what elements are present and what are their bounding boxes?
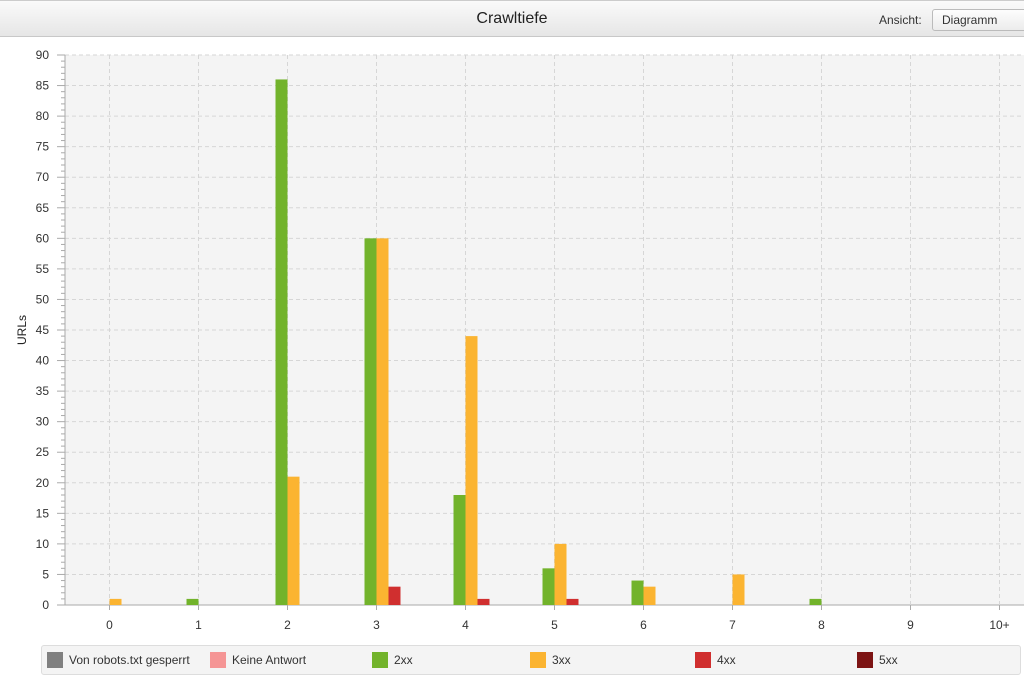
x-tick-label: 4: [462, 618, 469, 632]
bar-3xx-3: [376, 238, 389, 606]
y-tick-label: 90: [36, 48, 50, 62]
y-tick-label: 45: [36, 323, 50, 337]
x-tick-label: 7: [729, 618, 736, 632]
legend-swatch: [47, 652, 63, 668]
y-tick-label: 70: [36, 170, 50, 184]
y-tick-label: 10: [36, 537, 50, 551]
legend-label: Keine Antwort: [232, 653, 307, 667]
bar-3xx-2: [287, 476, 300, 605]
crawl-depth-chart: 051015202530354045505560657075808590URLs…: [15, 48, 1024, 632]
chart-title: Crawltiefe: [476, 10, 548, 27]
y-tick-label: 55: [36, 262, 50, 276]
legend-label: 3xx: [552, 653, 571, 667]
bar-2xx-8: [809, 598, 822, 605]
y-tick-label: 0: [42, 598, 49, 612]
legend-item[interactable]: 3xx: [530, 652, 571, 668]
legend-item[interactable]: 2xx: [372, 652, 413, 668]
legend-label: 4xx: [717, 653, 736, 667]
bar-4xx-5: [566, 598, 579, 605]
x-tick-label: 5: [551, 618, 558, 632]
y-tick-label: 5: [42, 567, 49, 581]
view-label: Ansicht:: [879, 13, 922, 27]
legend-swatch: [695, 652, 711, 668]
x-tick-label: 8: [818, 618, 825, 632]
legend-item[interactable]: Von robots.txt gesperrt: [47, 652, 190, 668]
x-tick-label: 1: [195, 618, 202, 632]
y-tick-label: 40: [36, 354, 50, 368]
y-tick-label: 25: [36, 445, 50, 459]
x-tick-label: 6: [640, 618, 647, 632]
y-tick-label: 15: [36, 506, 50, 520]
bar-4xx-4: [477, 598, 490, 605]
y-tick-label: 75: [36, 140, 50, 154]
y-tick-label: 50: [36, 292, 50, 306]
bar-3xx-5: [554, 543, 567, 605]
legend-item[interactable]: 5xx: [857, 652, 898, 668]
y-tick-label: 35: [36, 384, 50, 398]
bar-4xx-3: [388, 586, 401, 605]
bar-3xx-7: [732, 574, 745, 605]
legend-item[interactable]: Keine Antwort: [210, 652, 306, 668]
bar-3xx-6: [643, 586, 656, 605]
legend-swatch: [210, 652, 226, 668]
legend-swatch: [857, 652, 873, 668]
y-tick-label: 20: [36, 476, 50, 490]
x-tick-label: 9: [907, 618, 914, 632]
bar-2xx-6: [631, 580, 644, 605]
legend-swatch: [530, 652, 546, 668]
y-tick-label: 30: [36, 415, 50, 429]
bar-2xx-4: [453, 495, 466, 605]
chart-header: Crawltiefe Ansicht: Diagramm: [0, 0, 1024, 37]
y-tick-label: 80: [36, 109, 50, 123]
x-tick-label: 10+: [989, 618, 1009, 632]
legend-label: 2xx: [394, 653, 413, 667]
legend-label: 5xx: [879, 653, 898, 667]
legend-swatch: [372, 652, 388, 668]
bar-2xx-5: [542, 568, 555, 605]
legend: Von robots.txt gesperrt Keine Antwort 2xx 3…: [41, 645, 1021, 675]
y-axis-label: URLs: [15, 315, 29, 345]
legend-label: Von robots.txt gesperrt: [69, 653, 190, 667]
bar-2xx-3: [364, 238, 377, 606]
y-tick-label: 60: [36, 231, 50, 245]
bar-2xx-2: [275, 79, 288, 605]
bar-2xx-1: [186, 598, 199, 605]
x-tick-label: 0: [106, 618, 113, 632]
bar-3xx-4: [465, 336, 478, 605]
y-tick-label: 85: [36, 79, 50, 93]
legend-item[interactable]: 4xx: [695, 652, 736, 668]
view-select[interactable]: Diagramm: [932, 9, 1024, 31]
y-tick-label: 65: [36, 201, 50, 215]
bar-3xx-0: [109, 598, 122, 605]
x-tick-label: 2: [284, 618, 291, 632]
x-tick-label: 3: [373, 618, 380, 632]
